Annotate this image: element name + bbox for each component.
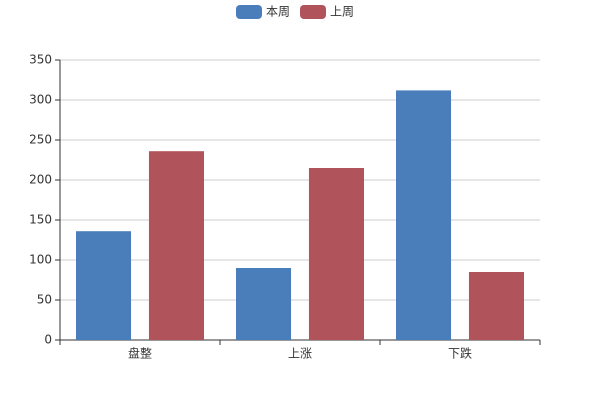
bar [396, 90, 452, 341]
legend-swatch[interactable] [236, 5, 262, 19]
y-tick-label: 200 [29, 173, 52, 187]
bar [308, 168, 364, 340]
y-tick-label: 100 [29, 253, 52, 267]
bar [236, 268, 292, 340]
bar [468, 272, 524, 340]
y-tick-label: 150 [29, 213, 52, 227]
y-tick-label: 250 [29, 133, 52, 147]
legend-label[interactable]: 上周 [330, 5, 354, 19]
x-tick-label: 上涨 [288, 346, 312, 361]
y-tick-label: 0 [44, 333, 52, 347]
y-tick-label: 50 [37, 293, 52, 307]
legend-swatch[interactable] [300, 5, 326, 19]
bar [76, 231, 132, 340]
x-tick-label: 下跌 [448, 346, 472, 361]
y-tick-label: 350 [29, 53, 52, 67]
y-tick-label: 300 [29, 93, 52, 107]
x-tick-label: 盘整 [128, 346, 152, 361]
legend-label[interactable]: 本周 [266, 5, 290, 19]
bar [148, 151, 204, 340]
